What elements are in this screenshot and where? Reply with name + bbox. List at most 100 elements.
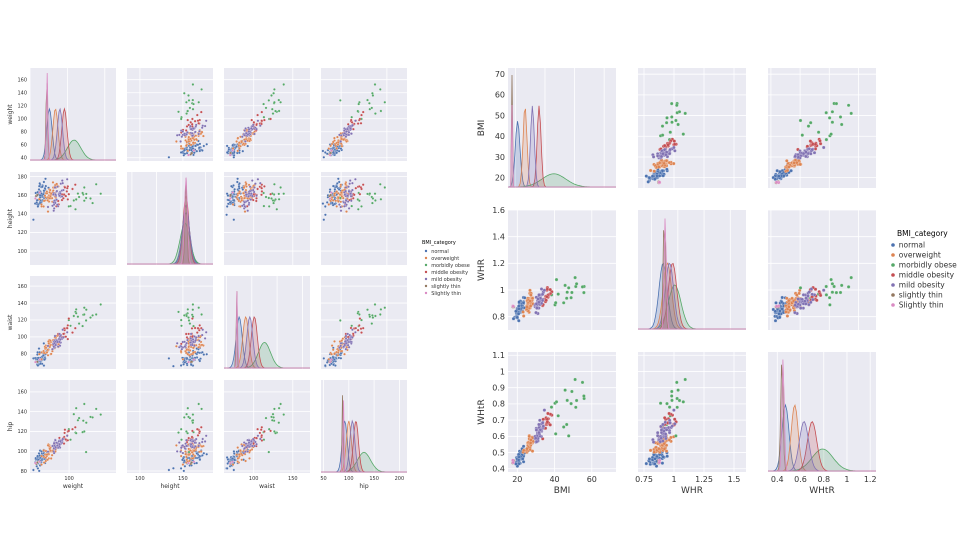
point-morbidly-obese	[273, 88, 276, 91]
point-overweight	[46, 444, 50, 447]
point-morbidly-obese	[371, 92, 374, 95]
point-mild-obesity	[190, 132, 194, 135]
point-mild-obesity	[534, 428, 539, 432]
point-normal	[195, 149, 199, 153]
point-middle-obesity	[360, 331, 363, 334]
legend-marker-mild-obesity	[891, 283, 895, 287]
point-morbidly-obese	[279, 101, 282, 104]
point-morbidly-obese	[849, 111, 853, 116]
point-middle-obesity	[260, 110, 264, 114]
point-mild-obesity	[198, 339, 201, 343]
point-mild-obesity	[255, 127, 258, 131]
point-middle-obesity	[196, 331, 199, 334]
point-morbidly-obese	[91, 416, 94, 419]
point-mild-obesity	[194, 130, 197, 134]
ytick-weight: 40	[21, 155, 27, 161]
point-mild-obesity	[338, 133, 341, 137]
point-slightly-thin	[190, 151, 194, 155]
point-mild-obesity	[351, 181, 354, 185]
ytick-WHtR: 1	[500, 367, 505, 376]
point-morbidly-obese	[556, 414, 560, 418]
point-mild-obesity	[809, 300, 813, 304]
point-overweight	[662, 161, 666, 166]
point-mild-obesity	[804, 154, 808, 159]
point-mild-obesity	[52, 442, 56, 446]
point-normal	[195, 461, 199, 465]
point-mild-obesity	[339, 205, 343, 209]
point-Slightly-thin	[328, 153, 332, 157]
point-morbidly-obese	[574, 282, 579, 286]
point-middle-obesity	[197, 122, 200, 125]
point-normal	[198, 149, 202, 153]
point-mild-obesity	[55, 189, 59, 193]
point-middle-obesity	[63, 431, 66, 435]
point-normal	[37, 188, 41, 191]
point-middle-obesity	[187, 332, 191, 336]
point-mild-obesity	[346, 343, 350, 347]
point-morbidly-obese	[357, 102, 361, 106]
point-mild-obesity	[241, 135, 244, 139]
point-normal	[41, 185, 44, 189]
ytick-WHtR: 0.9	[492, 383, 505, 392]
point-overweight	[343, 352, 346, 356]
point-mild-obesity	[185, 341, 188, 345]
legend-right-title: BMI_category	[897, 229, 948, 238]
ytick-BMI: 60	[495, 91, 505, 100]
point-overweight	[530, 449, 535, 453]
point-morbidly-obese	[200, 313, 203, 316]
point-normal	[43, 358, 46, 361]
point-mild-obesity	[175, 134, 179, 137]
point-mild-obesity	[804, 302, 808, 306]
point-mild-obesity	[538, 418, 542, 422]
point-middle-obesity	[673, 142, 677, 146]
point-normal	[235, 145, 238, 148]
point-morbidly-obese	[798, 118, 803, 123]
point-overweight	[340, 339, 344, 342]
point-middle-obesity	[263, 430, 266, 433]
point-mild-obesity	[651, 155, 656, 159]
point-Slightly-thin	[330, 149, 333, 152]
point-mild-obesity	[180, 446, 183, 450]
point-middle-obesity	[184, 129, 188, 132]
ytick-weight: 160	[17, 77, 27, 83]
point-normal	[205, 452, 209, 456]
point-normal	[35, 464, 39, 468]
point-morbidly-obese	[83, 402, 86, 406]
point-normal	[328, 188, 332, 191]
point-mild-obesity	[349, 127, 352, 130]
point-morbidly-obese	[179, 427, 183, 431]
point-mild-obesity	[244, 442, 248, 446]
ytick-height: 120	[17, 230, 27, 236]
point-Slightly-thin	[229, 197, 232, 200]
point-morbidly-obese	[677, 398, 682, 403]
point-Slightly-thin	[231, 191, 234, 194]
point-morbidly-obese	[573, 275, 577, 280]
point-middle-obesity	[354, 186, 358, 190]
point-normal	[523, 296, 527, 300]
point-middle-obesity	[252, 121, 256, 124]
point-overweight	[667, 160, 672, 165]
point-mild-obesity	[248, 189, 252, 193]
legend-label-Slightly-thin: Slightly thin	[431, 291, 461, 297]
point-morbidly-obese	[185, 430, 188, 433]
point-Slightly-thin	[328, 197, 332, 200]
point-normal	[205, 143, 209, 146]
point-morbidly-obese	[824, 137, 829, 142]
point-overweight	[330, 352, 333, 356]
legend-marker-mild-obesity	[424, 277, 428, 281]
point-mild-obesity	[61, 328, 65, 332]
point-middle-obesity	[673, 417, 677, 421]
point-middle-obesity	[815, 298, 819, 302]
point-morbidly-obese	[188, 106, 192, 110]
point-overweight	[238, 192, 241, 195]
point-mild-obesity	[344, 199, 348, 202]
point-overweight	[336, 135, 339, 139]
point-mild-obesity	[247, 128, 251, 131]
point-mild-obesity	[51, 193, 55, 196]
point-morbidly-obese	[277, 198, 281, 201]
point-normal	[225, 467, 229, 470]
point-mild-obesity	[537, 422, 541, 427]
xtick-WHtR: 0.8	[817, 475, 830, 484]
point-overweight	[240, 458, 244, 462]
ytick-WHtR: 0.5	[492, 448, 505, 457]
